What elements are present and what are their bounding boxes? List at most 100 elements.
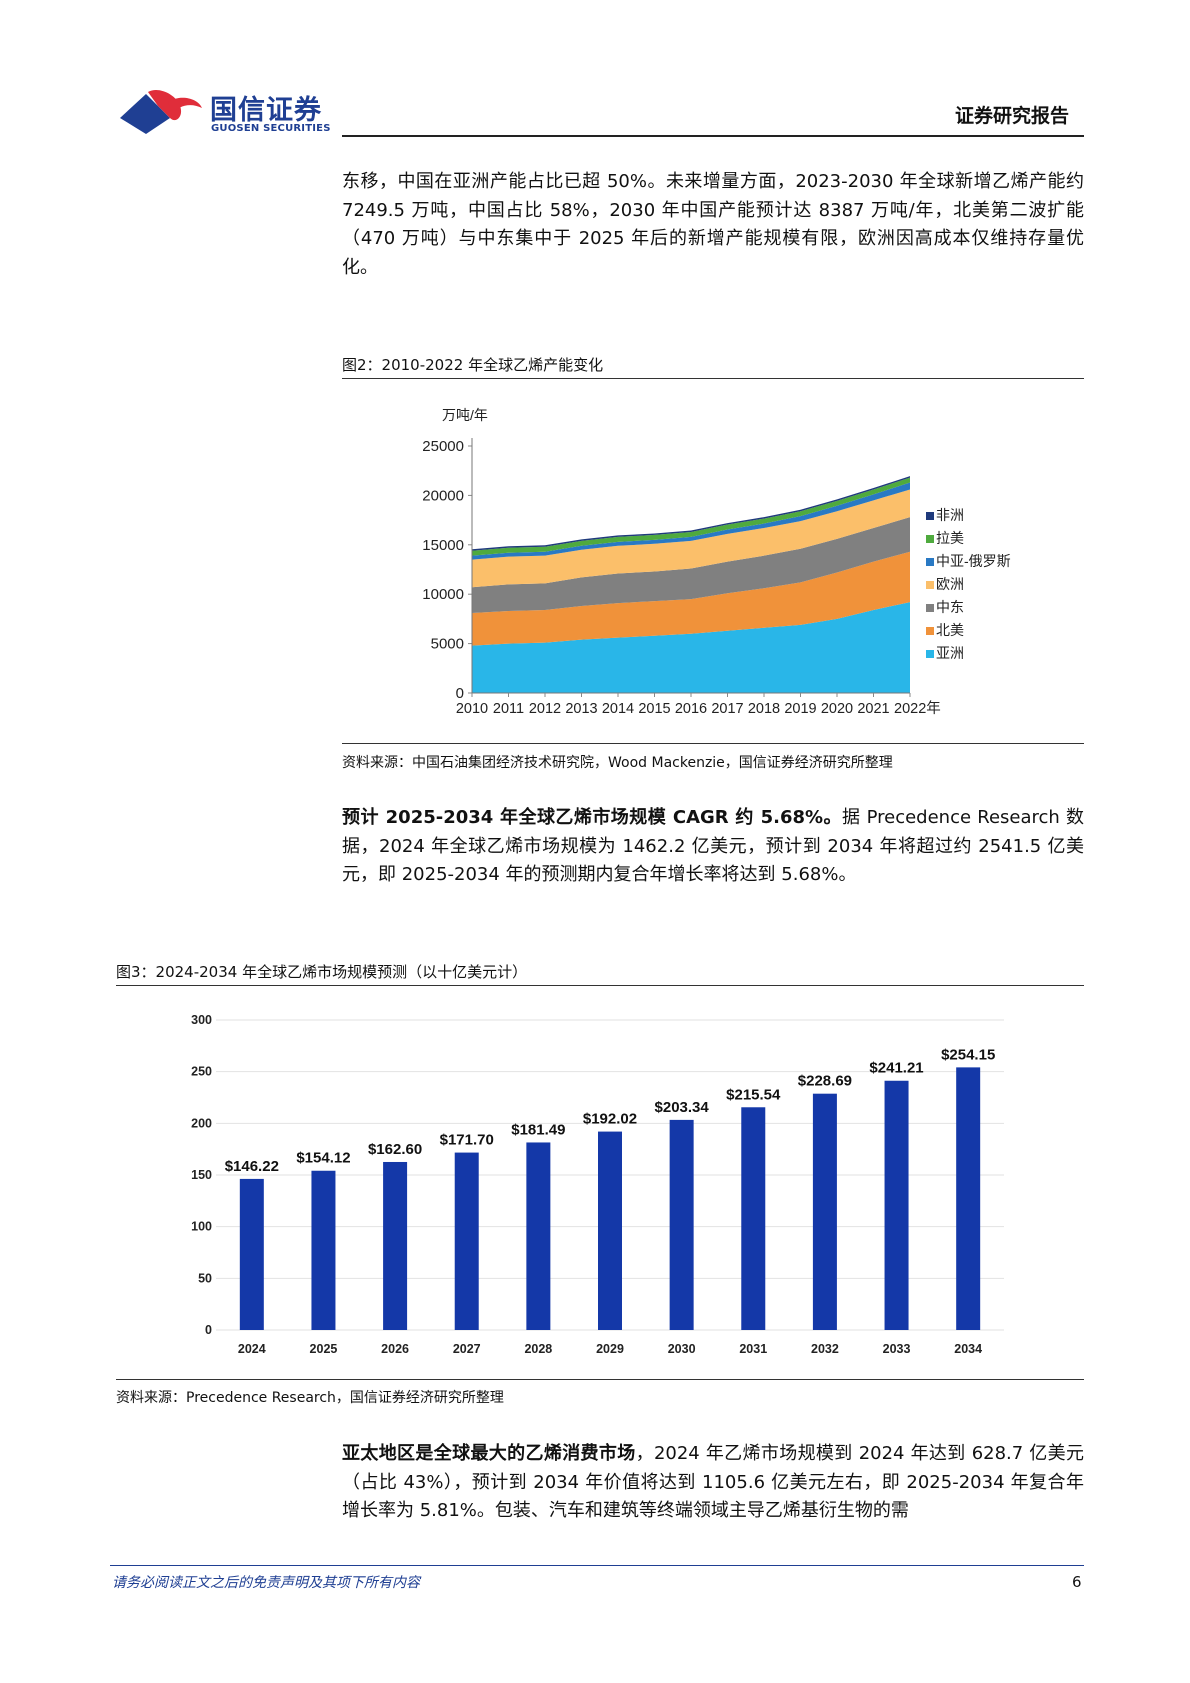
x-tick-label: 2015 — [638, 701, 670, 717]
y-tick-label: 50 — [198, 1271, 212, 1285]
bar-2034 — [956, 1067, 981, 1330]
logo-text-en: GUOSEN SECURITIES — [211, 123, 331, 134]
legend-label: 拉美 — [936, 530, 964, 546]
x-tick-label: 2029 — [596, 1342, 624, 1356]
y-tick-label: 200 — [191, 1116, 212, 1130]
legend-swatch — [926, 558, 934, 566]
x-tick-label: 2019 — [784, 701, 816, 717]
legend-swatch — [926, 604, 934, 612]
body-paragraph-3: 亚太地区是全球最大的乙烯消费市场，2024 年乙烯市场规模到 2024 年达到 … — [342, 1440, 1084, 1526]
x-tick-label: 2022年 — [894, 700, 941, 717]
bar-value-label: $162.60 — [368, 1141, 422, 1158]
figure-2-top-rule — [342, 378, 1084, 379]
legend-swatch — [926, 650, 934, 658]
area-series-3 — [472, 489, 910, 588]
legend-label: 北美 — [936, 622, 964, 638]
bar-value-label: $192.02 — [583, 1111, 637, 1128]
bar-2026 — [383, 1161, 408, 1330]
x-tick-label: 2018 — [748, 701, 780, 717]
paragraph-2-lead: 预计 2025-2034 年全球乙烯市场规模 CAGR 约 5.68%。 — [342, 807, 842, 828]
bar-value-label: $181.49 — [511, 1121, 565, 1138]
bar-2028 — [526, 1142, 551, 1330]
y-tick-label: 150 — [191, 1168, 212, 1182]
x-tick-label: 2024 — [238, 1342, 266, 1356]
x-tick-label: 2014 — [602, 701, 634, 717]
footer-rule — [110, 1565, 1084, 1566]
y-tick-label: 100 — [191, 1220, 212, 1234]
legend-swatch — [926, 581, 934, 589]
figure-2-caption: 图2：2010-2022 年全球乙烯产能变化 — [342, 356, 604, 374]
x-tick-label: 2020 — [821, 701, 853, 717]
x-tick-label: 2028 — [524, 1342, 552, 1356]
paragraph-3-text: ，2024 年乙烯市场规模到 2024 年达到 628.7 亿美元（占比 43%… — [342, 1443, 1084, 1521]
x-tick-label: 2012 — [529, 701, 561, 717]
y-tick-label: 20000 — [422, 487, 464, 504]
x-tick-label: 2013 — [565, 701, 597, 717]
bar-value-label: $203.34 — [655, 1099, 710, 1116]
footer-disclaimer: 请务必阅读正文之后的免责声明及其项下所有内容 — [112, 1575, 420, 1591]
bar-2027 — [454, 1152, 479, 1330]
x-tick-label: 2030 — [668, 1342, 696, 1356]
figure-2-bottom-rule — [342, 743, 1084, 744]
bar-2029 — [598, 1131, 622, 1330]
bar-2030 — [669, 1119, 694, 1330]
paragraph-2-text: 据 Precedence Research 数据，2024 年全球乙烯市场规模为… — [342, 807, 1084, 885]
bar-value-label: $241.21 — [869, 1060, 923, 1077]
x-tick-label: 2034 — [954, 1342, 982, 1356]
y-tick-label: 0 — [456, 685, 464, 702]
x-tick-label: 2011 — [493, 701, 524, 717]
bar-2032 — [812, 1093, 837, 1330]
x-tick-label: 2016 — [675, 701, 707, 717]
x-tick-label: 2031 — [739, 1342, 767, 1356]
bar-chart-market-size: 0 50 100 150 200 250 300 $146.22 2024 $154.12 2025… — [191, 1013, 1004, 1356]
bar-value-label: $154.12 — [296, 1150, 350, 1167]
legend-label: 中亚-俄罗斯 — [936, 553, 1011, 569]
legend-swatch — [926, 535, 934, 543]
y-axis-unit-label: 万吨/年 — [442, 407, 488, 423]
page-number: 6 — [1072, 1573, 1082, 1591]
bar-value-label: $171.70 — [440, 1132, 494, 1149]
figure-3-top-rule — [116, 985, 1084, 986]
report-type-label: 证券研究报告 — [955, 105, 1070, 127]
x-tick-label: 2025 — [310, 1342, 338, 1356]
y-tick-label: 10000 — [422, 586, 464, 603]
x-tick-label: 2033 — [883, 1342, 911, 1356]
bar-2025 — [311, 1170, 336, 1330]
figure-3-bottom-rule — [116, 1379, 1084, 1380]
legend-label: 亚洲 — [936, 645, 964, 661]
bar-2024 — [239, 1178, 264, 1330]
area-series-2 — [472, 517, 910, 613]
legend-label: 欧洲 — [936, 576, 964, 592]
bar-value-label: $146.22 — [225, 1158, 279, 1175]
legend-label: 中东 — [936, 599, 964, 615]
bar-value-label: $228.69 — [798, 1073, 852, 1090]
area-series-5 — [472, 477, 910, 556]
x-tick-label: 2032 — [811, 1342, 839, 1356]
y-tick-label: 250 — [191, 1065, 212, 1079]
legend-label: 非洲 — [936, 507, 964, 523]
bar-value-label: $254.15 — [941, 1046, 995, 1063]
bar-2031 — [741, 1107, 766, 1330]
x-tick-label: 2026 — [381, 1342, 409, 1356]
y-tick-label: 0 — [205, 1323, 212, 1337]
legend-swatch — [926, 512, 934, 520]
bar-value-label: $215.54 — [726, 1086, 781, 1103]
y-tick-label: 25000 — [422, 438, 464, 455]
logo-text-zh: 国信证券 — [210, 95, 322, 126]
figure-3-caption: 图3：2024-2034 年全球乙烯市场规模预测（以十亿美元计） — [116, 963, 528, 981]
x-tick-label: 2021 — [857, 701, 889, 717]
area-chart-capacity: 万吨/年 0 5000 10000 15000 20000 25000 2010 2011 201… — [422, 407, 1011, 717]
y-tick-label: 5000 — [431, 636, 464, 653]
body-paragraph-2: 预计 2025-2034 年全球乙烯市场规模 CAGR 约 5.68%。据 Pr… — [342, 804, 1084, 890]
figure-3-source: 资料来源：Precedence Research，国信证券经济研究所整理 — [116, 1390, 504, 1406]
paragraph-3-lead: 亚太地区是全球最大的乙烯消费市场 — [342, 1443, 636, 1464]
body-paragraph-1: 东移，中国在亚洲产能占比已超 50%。未来增量方面，2023-2030 年全球新… — [342, 171, 1084, 278]
figure-2-source: 资料来源：中国石油集团经济技术研究院，Wood Mackenzie，国信证券经济… — [342, 755, 893, 771]
x-tick-label: 2010 — [456, 701, 488, 717]
bar-2033 — [884, 1080, 909, 1330]
x-tick-label: 2027 — [453, 1342, 481, 1356]
legend-swatch — [926, 627, 934, 635]
header: 国信证券 GUOSEN SECURITIES 证券研究报告 — [0, 0, 1190, 140]
area-series-1 — [472, 551, 910, 646]
header-rule — [342, 135, 1084, 137]
